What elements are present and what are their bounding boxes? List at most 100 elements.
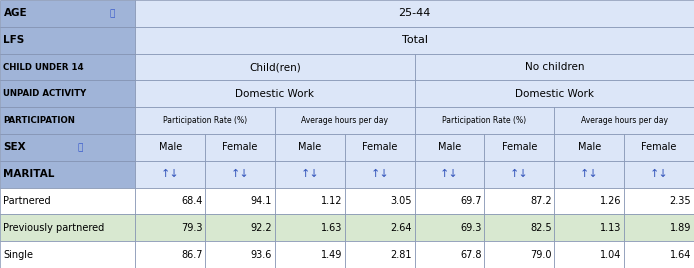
FancyBboxPatch shape xyxy=(135,214,205,241)
Text: ↑↓: ↑↓ xyxy=(301,169,319,179)
FancyBboxPatch shape xyxy=(0,27,135,54)
Text: 68.4: 68.4 xyxy=(181,196,203,206)
Text: Female: Female xyxy=(641,142,677,152)
Text: ↑↓: ↑↓ xyxy=(371,169,389,179)
Text: 94.1: 94.1 xyxy=(251,196,272,206)
FancyBboxPatch shape xyxy=(135,27,694,54)
FancyBboxPatch shape xyxy=(414,134,484,161)
Text: Domestic Work: Domestic Work xyxy=(235,89,314,99)
FancyBboxPatch shape xyxy=(205,134,275,161)
FancyBboxPatch shape xyxy=(624,134,694,161)
Text: LFS: LFS xyxy=(3,35,25,45)
FancyBboxPatch shape xyxy=(555,134,624,161)
FancyBboxPatch shape xyxy=(135,54,414,80)
Text: 1.49: 1.49 xyxy=(321,250,342,260)
FancyBboxPatch shape xyxy=(0,80,135,107)
Text: 67.8: 67.8 xyxy=(460,250,482,260)
Text: ⓘ: ⓘ xyxy=(78,143,83,152)
FancyBboxPatch shape xyxy=(345,161,415,188)
Text: 82.5: 82.5 xyxy=(530,223,552,233)
FancyBboxPatch shape xyxy=(135,134,205,161)
FancyBboxPatch shape xyxy=(0,107,135,134)
Text: Average hours per day: Average hours per day xyxy=(301,116,389,125)
Text: 92.2: 92.2 xyxy=(251,223,272,233)
Text: ↑↓: ↑↓ xyxy=(230,169,249,179)
Text: 79.3: 79.3 xyxy=(181,223,203,233)
FancyBboxPatch shape xyxy=(275,134,345,161)
FancyBboxPatch shape xyxy=(624,188,694,214)
Text: Total: Total xyxy=(402,35,428,45)
Text: AGE: AGE xyxy=(3,8,27,18)
FancyBboxPatch shape xyxy=(484,188,555,214)
FancyBboxPatch shape xyxy=(555,161,624,188)
FancyBboxPatch shape xyxy=(135,107,275,134)
FancyBboxPatch shape xyxy=(205,214,275,241)
FancyBboxPatch shape xyxy=(0,0,135,27)
FancyBboxPatch shape xyxy=(624,214,694,241)
Text: 93.6: 93.6 xyxy=(251,250,272,260)
Text: Female: Female xyxy=(362,142,398,152)
Text: 2.35: 2.35 xyxy=(670,196,691,206)
Text: Previously partnered: Previously partnered xyxy=(3,223,105,233)
Text: Participation Rate (%): Participation Rate (%) xyxy=(163,116,247,125)
Text: ↑↓: ↑↓ xyxy=(580,169,599,179)
FancyBboxPatch shape xyxy=(624,161,694,188)
Text: 69.3: 69.3 xyxy=(460,223,482,233)
FancyBboxPatch shape xyxy=(275,214,345,241)
FancyBboxPatch shape xyxy=(0,161,135,188)
Text: CHILD UNDER 14: CHILD UNDER 14 xyxy=(3,62,84,72)
Text: 79.0: 79.0 xyxy=(530,250,552,260)
FancyBboxPatch shape xyxy=(0,188,135,214)
FancyBboxPatch shape xyxy=(0,54,135,80)
FancyBboxPatch shape xyxy=(275,161,345,188)
FancyBboxPatch shape xyxy=(414,54,694,80)
Text: 2.64: 2.64 xyxy=(391,223,412,233)
Text: Single: Single xyxy=(3,250,33,260)
Text: 1.89: 1.89 xyxy=(670,223,691,233)
FancyBboxPatch shape xyxy=(0,241,135,268)
Text: 25-44: 25-44 xyxy=(398,8,431,18)
FancyBboxPatch shape xyxy=(555,107,694,134)
Text: Partnered: Partnered xyxy=(3,196,51,206)
FancyBboxPatch shape xyxy=(345,188,415,214)
FancyBboxPatch shape xyxy=(414,214,484,241)
FancyBboxPatch shape xyxy=(205,241,275,268)
FancyBboxPatch shape xyxy=(414,161,484,188)
Text: Female: Female xyxy=(222,142,257,152)
FancyBboxPatch shape xyxy=(275,107,414,134)
Text: Male: Male xyxy=(577,142,601,152)
FancyBboxPatch shape xyxy=(345,214,415,241)
FancyBboxPatch shape xyxy=(484,161,555,188)
FancyBboxPatch shape xyxy=(135,80,414,107)
FancyBboxPatch shape xyxy=(624,241,694,268)
FancyBboxPatch shape xyxy=(484,134,555,161)
Text: ↑↓: ↑↓ xyxy=(650,169,668,179)
FancyBboxPatch shape xyxy=(135,161,205,188)
Text: ↑↓: ↑↓ xyxy=(440,169,459,179)
Text: Domestic Work: Domestic Work xyxy=(515,89,594,99)
Text: Participation Rate (%): Participation Rate (%) xyxy=(443,116,527,125)
FancyBboxPatch shape xyxy=(205,188,275,214)
FancyBboxPatch shape xyxy=(414,188,484,214)
Text: No children: No children xyxy=(525,62,584,72)
Text: Female: Female xyxy=(502,142,537,152)
Text: UNPAID ACTIVITY: UNPAID ACTIVITY xyxy=(3,89,87,98)
Text: 1.64: 1.64 xyxy=(670,250,691,260)
FancyBboxPatch shape xyxy=(484,214,555,241)
FancyBboxPatch shape xyxy=(414,107,555,134)
Text: 1.12: 1.12 xyxy=(321,196,342,206)
Text: 3.05: 3.05 xyxy=(391,196,412,206)
Text: ↑↓: ↑↓ xyxy=(161,169,180,179)
FancyBboxPatch shape xyxy=(555,214,624,241)
FancyBboxPatch shape xyxy=(135,0,694,27)
Text: 1.26: 1.26 xyxy=(600,196,621,206)
FancyBboxPatch shape xyxy=(414,241,484,268)
FancyBboxPatch shape xyxy=(275,188,345,214)
FancyBboxPatch shape xyxy=(205,161,275,188)
Text: 1.04: 1.04 xyxy=(600,250,621,260)
Text: Male: Male xyxy=(438,142,462,152)
Text: PARTICIPATION: PARTICIPATION xyxy=(3,116,76,125)
Text: ↑↓: ↑↓ xyxy=(510,169,529,179)
Text: Male: Male xyxy=(298,142,321,152)
FancyBboxPatch shape xyxy=(0,134,135,161)
